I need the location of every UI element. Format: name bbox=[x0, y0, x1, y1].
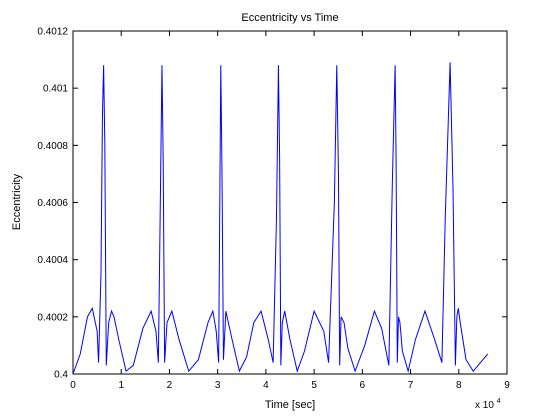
x-axis-ticks: 0 1 2 3 4 5 6 7 8 9 bbox=[70, 31, 510, 391]
chart-title: Eccentricity vs Time bbox=[241, 12, 338, 24]
x-tick-label: 7 bbox=[408, 380, 414, 391]
x-tick-label: 5 bbox=[311, 380, 317, 391]
series-line-eccentricity bbox=[72, 62, 489, 375]
x-axis-multiplier-base: x 10 bbox=[475, 400, 494, 411]
x-tick-label: 9 bbox=[504, 380, 510, 391]
y-tick-label: 0.4012 bbox=[37, 27, 68, 38]
y-axis-label: Eccentricity bbox=[11, 173, 23, 230]
x-tick-label: 8 bbox=[456, 380, 462, 391]
y-axis-ticks: 0.4 0.4002 0.4004 0.4006 0.4008 0.401 0.4012 bbox=[37, 27, 507, 381]
x-tick-label: 0 bbox=[70, 380, 76, 391]
y-tick-label: 0.4 bbox=[54, 370, 68, 381]
x-tick-label: 1 bbox=[118, 380, 124, 391]
x-tick-label: 6 bbox=[360, 380, 366, 391]
x-tick-label: 4 bbox=[263, 380, 269, 391]
y-tick-label: 0.4006 bbox=[37, 198, 68, 209]
x-tick-label: 2 bbox=[167, 380, 173, 391]
plot-area bbox=[72, 30, 508, 375]
y-tick-label: 0.401 bbox=[43, 84, 68, 95]
y-tick-label: 0.4004 bbox=[37, 255, 68, 266]
x-axis-multiplier: x 10 4 bbox=[475, 398, 501, 411]
y-tick-label: 0.4008 bbox=[37, 141, 68, 152]
y-tick-label: 0.4002 bbox=[37, 312, 68, 323]
x-axis-label: Time [sec] bbox=[265, 399, 315, 411]
x-tick-label: 3 bbox=[215, 380, 221, 391]
x-axis-multiplier-exponent: 4 bbox=[497, 398, 501, 405]
